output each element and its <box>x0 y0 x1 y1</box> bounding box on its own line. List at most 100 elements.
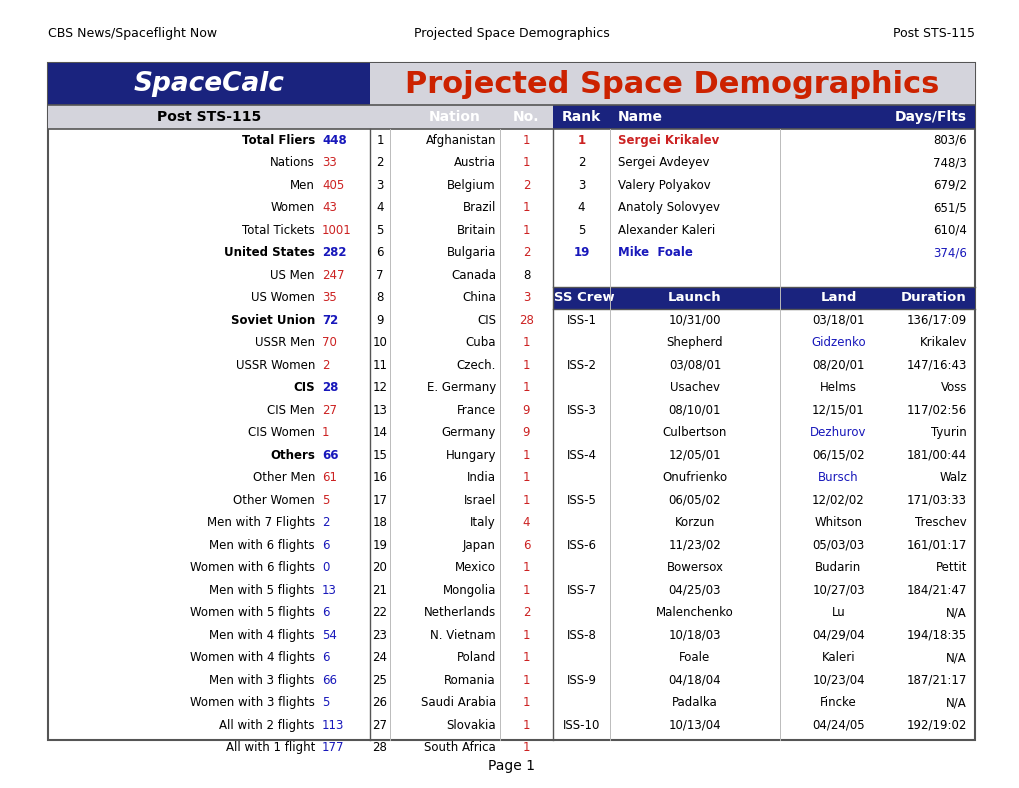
Text: 6: 6 <box>322 651 329 664</box>
Text: 4: 4 <box>522 516 530 530</box>
Text: Other Women: Other Women <box>233 494 315 507</box>
Text: Name: Name <box>618 110 662 124</box>
Text: 5: 5 <box>322 494 329 507</box>
Text: 10/31/00: 10/31/00 <box>668 314 720 327</box>
Text: Men with 5 flights: Men with 5 flights <box>209 584 315 597</box>
Text: Women with 5 flights: Women with 5 flights <box>190 606 315 619</box>
Text: 11/23/02: 11/23/02 <box>668 539 720 552</box>
Text: 7: 7 <box>376 269 383 282</box>
Text: Brazil: Brazil <box>463 201 495 214</box>
Text: 171/03:33: 171/03:33 <box>906 494 966 507</box>
Text: Duration: Duration <box>901 292 966 304</box>
Text: Afghanistan: Afghanistan <box>425 134 495 147</box>
Text: 8: 8 <box>523 269 530 282</box>
Text: N/A: N/A <box>946 697 966 709</box>
Text: Land: Land <box>819 292 856 304</box>
Text: Israel: Israel <box>464 494 495 507</box>
Text: 21: 21 <box>372 584 387 597</box>
Text: 08/10/01: 08/10/01 <box>668 403 720 417</box>
Text: 1: 1 <box>522 156 530 169</box>
Text: 1: 1 <box>522 381 530 394</box>
Text: Canada: Canada <box>450 269 495 282</box>
Text: 1: 1 <box>522 224 530 236</box>
Text: 05/03/03: 05/03/03 <box>811 539 864 552</box>
Text: Post STS-115: Post STS-115 <box>157 110 261 124</box>
Text: Women with 6 flights: Women with 6 flights <box>190 561 315 574</box>
Text: 06/15/02: 06/15/02 <box>811 448 864 462</box>
Text: Other Men: Other Men <box>253 471 315 485</box>
Text: Mexico: Mexico <box>454 561 495 574</box>
Text: ISS-6: ISS-6 <box>566 539 596 552</box>
Text: Shepherd: Shepherd <box>666 336 722 349</box>
Text: ISS-1: ISS-1 <box>566 314 596 327</box>
Text: Walz: Walz <box>938 471 966 485</box>
Text: Cuba: Cuba <box>465 336 495 349</box>
Text: 4: 4 <box>376 201 383 214</box>
Text: India: India <box>467 471 495 485</box>
Text: China: China <box>462 292 495 304</box>
Text: 61: 61 <box>322 471 336 485</box>
Text: 374/6: 374/6 <box>932 247 966 259</box>
Text: 12/05/01: 12/05/01 <box>668 448 720 462</box>
Text: 35: 35 <box>322 292 336 304</box>
Text: Mike  Foale: Mike Foale <box>618 247 692 259</box>
Text: Czech.: Czech. <box>457 359 495 372</box>
Text: ISS Crew: ISS Crew <box>548 292 613 304</box>
Text: Nation: Nation <box>429 110 481 124</box>
Text: 610/4: 610/4 <box>932 224 966 236</box>
Text: 192/19:02: 192/19:02 <box>906 719 966 732</box>
Text: 28: 28 <box>322 381 338 394</box>
Text: 20: 20 <box>372 561 387 574</box>
Text: CIS Women: CIS Women <box>248 426 315 439</box>
Bar <box>370 63 974 105</box>
Text: Budarin: Budarin <box>814 561 861 574</box>
Text: Malenchenko: Malenchenko <box>655 606 733 619</box>
Text: ISS-9: ISS-9 <box>566 674 596 687</box>
Text: ISS-8: ISS-8 <box>566 629 596 641</box>
Text: 10/13/04: 10/13/04 <box>668 719 720 732</box>
Text: 03/18/01: 03/18/01 <box>811 314 864 327</box>
Text: Men with 7 Flights: Men with 7 Flights <box>207 516 315 530</box>
Text: United States: United States <box>224 247 315 259</box>
Text: No.: No. <box>513 110 539 124</box>
Text: 04/18/04: 04/18/04 <box>668 674 720 687</box>
Text: Others: Others <box>270 448 315 462</box>
Text: 43: 43 <box>322 201 336 214</box>
Text: 22: 22 <box>372 606 387 619</box>
Text: Austria: Austria <box>453 156 495 169</box>
Text: Belgium: Belgium <box>447 179 495 191</box>
Text: ISS-4: ISS-4 <box>566 448 596 462</box>
Text: 18: 18 <box>372 516 387 530</box>
Text: 1: 1 <box>522 674 530 687</box>
Text: Bowersox: Bowersox <box>665 561 722 574</box>
Text: Whitson: Whitson <box>814 516 862 530</box>
Text: 06/05/02: 06/05/02 <box>668 494 720 507</box>
Text: 66: 66 <box>322 674 336 687</box>
Text: 1: 1 <box>522 359 530 372</box>
Text: 1: 1 <box>522 719 530 732</box>
Text: Bursch: Bursch <box>817 471 858 485</box>
Text: 5: 5 <box>376 224 383 236</box>
Text: 26: 26 <box>372 697 387 709</box>
Text: ISS-3: ISS-3 <box>566 403 596 417</box>
Text: 10/27/03: 10/27/03 <box>811 584 864 597</box>
Text: 25: 25 <box>372 674 387 687</box>
Text: Treschev: Treschev <box>914 516 966 530</box>
Text: 3: 3 <box>577 179 585 191</box>
Text: Gidzenko: Gidzenko <box>810 336 865 349</box>
Text: Padalka: Padalka <box>672 697 717 709</box>
Text: 1001: 1001 <box>322 224 352 236</box>
Text: ISS-10: ISS-10 <box>562 719 599 732</box>
Text: 54: 54 <box>322 629 336 641</box>
Text: 15: 15 <box>372 448 387 462</box>
Text: US Women: US Women <box>251 292 315 304</box>
Text: 2: 2 <box>577 156 585 169</box>
Text: E. Germany: E. Germany <box>426 381 495 394</box>
Text: Usachev: Usachev <box>669 381 719 394</box>
Text: 28: 28 <box>372 742 387 754</box>
Text: 803/6: 803/6 <box>932 134 966 147</box>
Text: 19: 19 <box>372 539 387 552</box>
Text: USSR Men: USSR Men <box>255 336 315 349</box>
Text: Fincke: Fincke <box>819 697 856 709</box>
Text: 2: 2 <box>522 179 530 191</box>
